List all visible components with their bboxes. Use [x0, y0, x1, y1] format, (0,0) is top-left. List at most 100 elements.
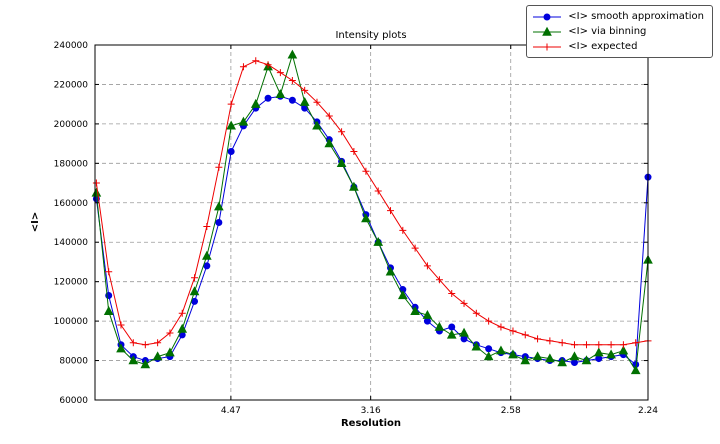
triangle-marker	[496, 345, 506, 355]
plus-marker	[215, 163, 223, 171]
triangle-marker	[336, 158, 347, 168]
chart-title: Intensity plots	[335, 30, 406, 41]
triangle-marker	[152, 351, 163, 361]
plus-marker	[387, 207, 395, 215]
plus-marker	[227, 100, 235, 108]
plus-marker	[423, 262, 431, 270]
plus-marker	[534, 335, 542, 343]
series-markers-plus	[92, 57, 652, 349]
triangle-marker	[103, 305, 114, 315]
x-tick-label: 3.16	[361, 406, 381, 416]
plus-marker	[166, 329, 174, 337]
plus-marker	[117, 321, 125, 329]
plus-marker	[191, 274, 199, 282]
plus-marker	[288, 77, 296, 84]
y-tick-label: 120000	[54, 278, 89, 288]
x-tick-label: 2.58	[501, 406, 521, 416]
plus-marker	[105, 268, 113, 276]
plus-marker	[521, 331, 529, 339]
triangle-marker	[116, 343, 126, 353]
series-line	[95, 60, 649, 346]
legend-sample-plus	[533, 43, 562, 50]
legend-sample-triangle	[533, 26, 562, 36]
plus-marker	[619, 341, 627, 349]
circle-marker	[215, 219, 223, 226]
plus-marker	[374, 187, 382, 195]
triangle-marker	[214, 201, 224, 211]
series-markers-triangle	[91, 49, 653, 375]
triangle-marker	[140, 359, 151, 369]
triangle-marker	[165, 347, 175, 357]
plus-marker	[582, 341, 590, 349]
plus-marker	[350, 148, 358, 155]
plus-marker	[362, 167, 370, 175]
triangle-marker	[250, 98, 261, 108]
circle-marker	[423, 317, 431, 325]
triangle-marker	[299, 96, 310, 106]
circle-marker	[460, 335, 468, 343]
triangle-marker	[385, 266, 396, 276]
plus-marker	[497, 323, 505, 331]
legend-label: <I> smooth approximation	[568, 11, 704, 22]
gridlines	[95, 44, 649, 401]
triangle-marker	[91, 187, 102, 197]
plus-marker	[141, 341, 149, 349]
circle-marker	[543, 13, 551, 20]
triangle-marker	[557, 357, 568, 367]
plus-marker	[570, 341, 578, 349]
plus-marker	[411, 244, 419, 252]
plus-marker	[546, 337, 554, 345]
triangle-marker	[520, 355, 531, 365]
triangle-marker	[226, 120, 236, 130]
y-tick-label: 140000	[54, 238, 89, 248]
series-line	[95, 53, 649, 372]
plus-marker	[264, 61, 272, 69]
triangle-marker	[287, 49, 298, 59]
legend-item: <I> smooth approximation	[532, 9, 704, 24]
plus-marker	[239, 63, 247, 71]
triangle-marker	[630, 365, 641, 375]
x-tick-label: 2.24	[638, 406, 658, 416]
plus-marker	[448, 290, 456, 297]
plus-marker	[632, 339, 640, 347]
y-tick-label: 100000	[54, 317, 89, 327]
triangle-marker	[275, 89, 286, 99]
triangle-marker	[312, 120, 322, 130]
y-tick-label: 220000	[54, 80, 89, 90]
plus-marker	[543, 43, 551, 50]
triangle-marker	[459, 327, 469, 337]
circle-marker	[595, 355, 603, 363]
triangle-marker	[483, 351, 494, 361]
plus-marker	[472, 309, 480, 317]
circle-marker	[203, 262, 211, 270]
plus-marker	[276, 69, 284, 77]
plus-marker	[129, 339, 137, 347]
y-tick-label: 240000	[54, 41, 89, 51]
plus-marker	[301, 86, 309, 94]
circle-marker	[227, 148, 235, 155]
triangle-marker	[373, 236, 384, 246]
triangle-marker	[569, 351, 580, 361]
circle-marker	[570, 359, 578, 367]
triangle-marker	[434, 321, 445, 331]
legend-label: <I> via binning	[568, 26, 647, 37]
plus-marker	[92, 179, 100, 187]
tick-marks	[95, 44, 649, 401]
plus-marker	[485, 317, 493, 325]
triangle-marker	[545, 353, 555, 363]
triangle-marker	[446, 329, 457, 339]
triangle-marker	[508, 349, 518, 359]
legend-item: <I> via binning	[532, 24, 704, 39]
triangle-marker	[542, 26, 553, 36]
legend-sample-circle	[533, 13, 562, 20]
triangle-marker	[238, 116, 249, 126]
legend-item: <I> expected	[532, 39, 704, 54]
triangle-marker	[189, 286, 200, 296]
y-tick-label: 180000	[54, 159, 89, 169]
plus-marker	[607, 341, 615, 349]
plus-marker	[313, 98, 321, 106]
plus-marker	[435, 276, 443, 284]
triangle-marker	[471, 341, 482, 351]
plus-marker	[325, 112, 333, 120]
